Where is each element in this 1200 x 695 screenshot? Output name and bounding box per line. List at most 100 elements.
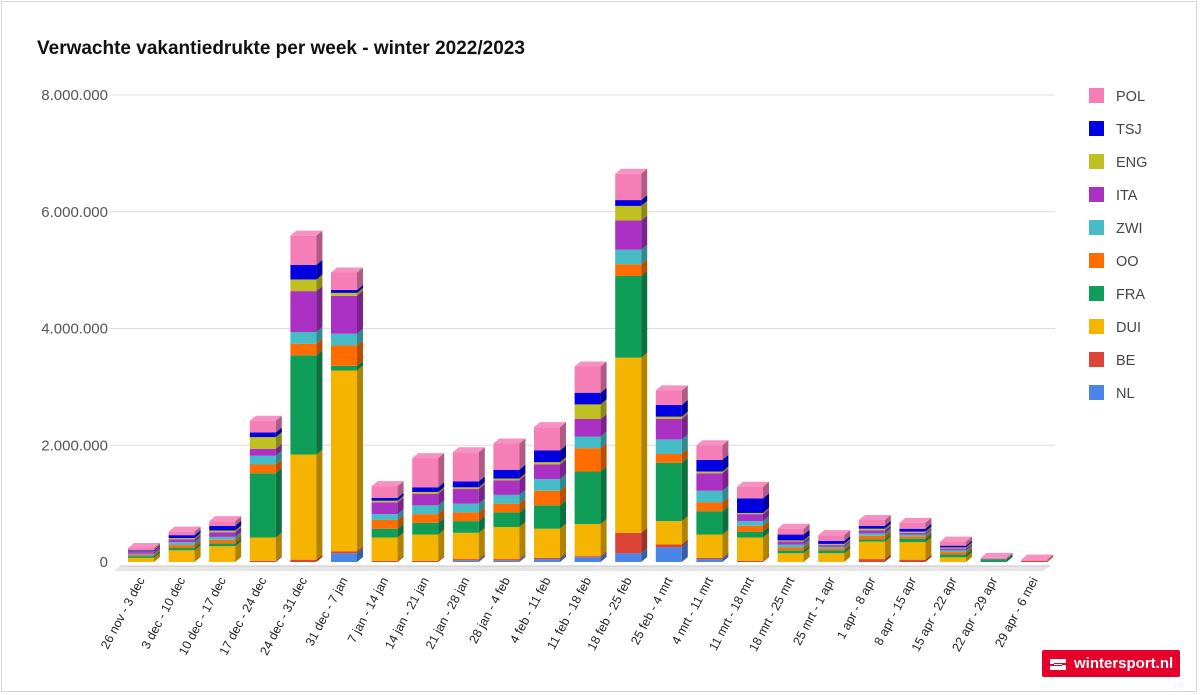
bar-segment-side [641,200,648,221]
bar-segment-side [397,514,404,529]
bar-top-cap [1021,554,1054,560]
bar-segment [290,559,317,562]
bar-segment [412,560,439,562]
bar-segment [534,479,560,491]
bar-segment-side [722,552,729,560]
wintersport-logo-icon [1050,658,1066,670]
bar-segment-side [844,530,851,541]
bar-stack [534,422,566,562]
legend-label: ITA [1116,188,1138,204]
bar-segment [249,420,276,433]
bar-segment-side [641,548,648,562]
bar-segment [737,521,763,526]
bar-segment-side [275,532,282,561]
bar-segment-side [519,489,526,504]
bar-segment-side [316,350,323,455]
bar-segment-side [519,555,526,562]
bar-segment-side [275,432,282,449]
bar-segment [168,535,195,539]
bar-segment [858,559,885,562]
bar-segment-side [560,445,566,463]
bar-segment-side [438,555,445,562]
bar-segment-side [275,443,282,456]
bar-segment-side [235,525,242,533]
bar-stack [128,542,160,562]
bar-segment-side [722,497,729,512]
bar-segment [452,512,479,522]
bar-segment-side [641,244,648,265]
bar-segment [209,521,236,526]
bar-segment-side [884,525,891,534]
bar-segment-side [641,352,648,533]
legend-swatch [1089,154,1104,169]
bar-segment [209,543,236,547]
bar-segment [615,249,642,265]
bar-segment [331,289,357,293]
bar-segment [493,480,520,495]
bar-segment-side [194,533,201,540]
bar-segment-side [438,453,445,488]
bar-segment-side [397,509,404,520]
bar-segment [899,522,926,529]
bar-segment-side [600,387,607,405]
bar-segment-side [519,473,526,481]
bar-segment [412,487,439,492]
bar-segment-side [681,457,688,522]
bar-segment [534,450,560,463]
bar-top-cap [290,230,323,236]
bar-segment-side [560,422,566,451]
bar-top-cap [128,542,160,548]
bar-segment [1021,559,1048,561]
bar-segment-side [884,528,891,536]
bar-segment [899,542,926,560]
legend-swatch [1089,286,1104,301]
bar-segment [493,560,520,562]
legend-label: FRA [1116,287,1145,303]
bar-segment-side [194,545,201,562]
bar-segment [168,547,195,551]
bar-segment [331,370,357,552]
bar-segment-side [235,527,242,537]
bar-segment-side [397,523,404,538]
bar-segment-side [560,523,566,558]
bar-segment [290,235,317,265]
bar-segment-side [560,554,566,562]
bar-segment [777,547,804,551]
bar-segment-side [722,466,729,474]
bar-segment [696,557,723,560]
bar-segment [412,534,439,561]
bar-segment-side [316,286,323,333]
bar-segment [452,481,479,488]
bar-segment [777,553,804,562]
bar-segment [655,404,682,417]
bar-segment-side [600,443,607,472]
bar-segment [655,454,682,463]
legend-item: OO [1089,253,1139,270]
bar-segment [452,559,479,561]
bar-segment-side [641,270,648,358]
bar-segment-side [600,552,607,562]
bar-top-cap [777,523,810,529]
bar-segment-side [357,546,363,554]
legend: POL TSJ ENG ITA ZWI OO FRA DUI BE NL [1089,88,1147,402]
bar-segment [493,494,520,504]
bar-segment-side [235,541,242,562]
bar-segment-side [316,259,323,280]
bar-segment [249,448,276,456]
bar-segment [128,551,154,553]
bar-segment [696,459,723,472]
bar-segment [899,532,926,535]
bar-top-cap [940,536,972,542]
bar-segment-side [681,413,688,440]
bar-segment-side [438,500,445,515]
bar-segment [777,528,804,535]
bar-segment-side [275,468,282,538]
legend-swatch [1089,352,1104,367]
bar-stack [371,481,404,562]
bar-segment [290,332,317,344]
bar-segment-side [154,548,160,555]
bar-segment-side [844,548,851,562]
chart-title: Verwachte vakantiedrukte per week - wint… [37,38,525,59]
